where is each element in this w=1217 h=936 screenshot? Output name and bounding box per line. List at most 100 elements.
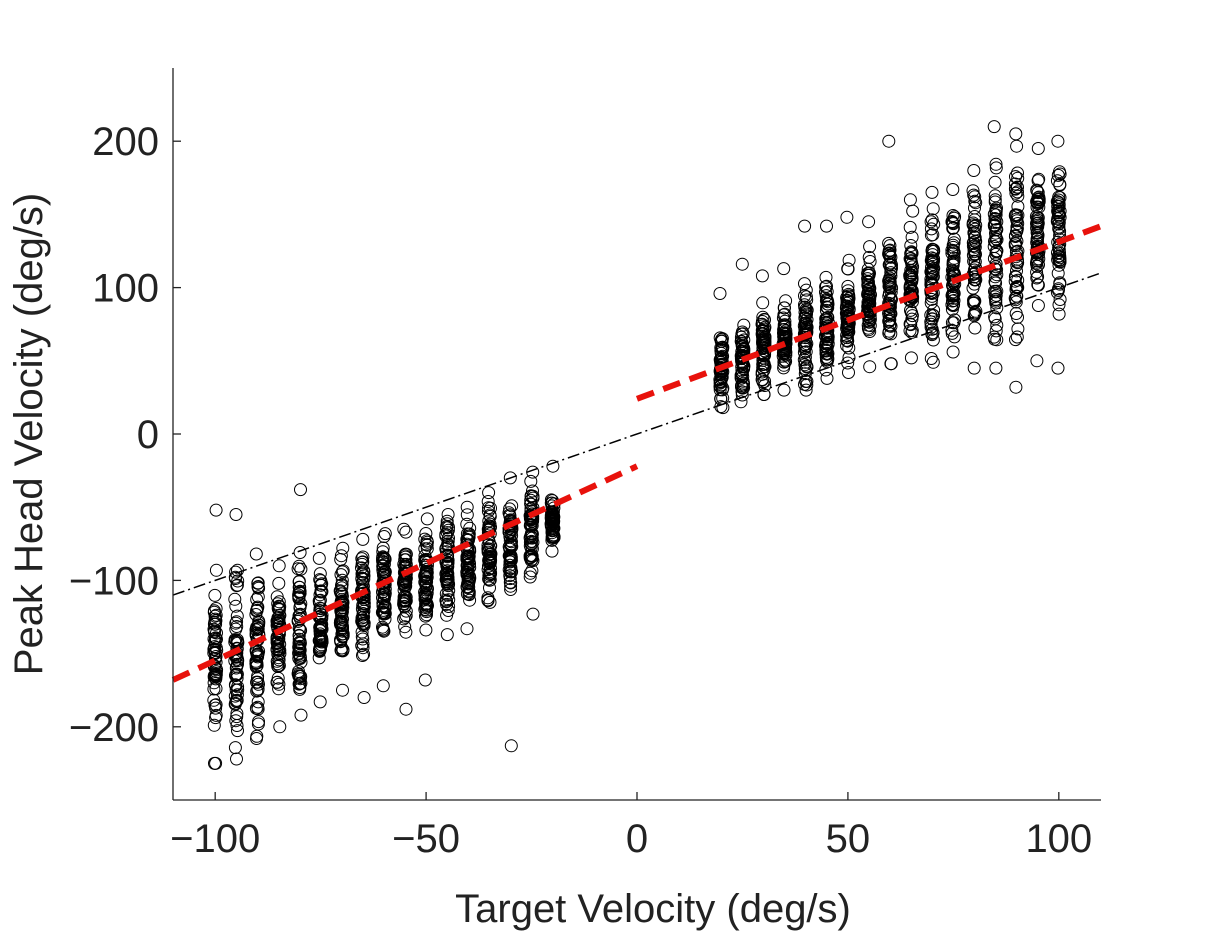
scatter-point: [228, 570, 242, 584]
scatter-point: [968, 240, 982, 254]
scatter-point: [272, 677, 286, 691]
scatter-point: [292, 668, 306, 682]
scatter-point: [418, 570, 432, 584]
scatter-point: [840, 299, 854, 313]
scatter-point: [463, 593, 477, 607]
scatter-point: [271, 636, 285, 650]
scatter-point: [882, 286, 896, 300]
scatter-point: [862, 268, 876, 282]
scatter-point: [336, 564, 350, 578]
scatter-point: [420, 572, 434, 586]
scatter-point: [1010, 220, 1024, 234]
scatter-point: [523, 570, 537, 584]
scatter-point: [967, 164, 981, 177]
scatter-point: [442, 531, 455, 545]
scatter-point: [842, 341, 856, 355]
scatter-point: [357, 597, 371, 611]
scatter-point: [1053, 165, 1066, 179]
scatter-point: [294, 676, 308, 690]
scatter-point: [926, 333, 940, 347]
scatter-point: [377, 557, 391, 571]
scatter-point: [526, 491, 540, 505]
scatter-point: [503, 471, 517, 485]
scatter-point: [990, 268, 1004, 282]
scatter-point: [481, 563, 495, 577]
scatter-point: [800, 378, 814, 392]
scatter-point: [313, 593, 327, 607]
scatter-point: [988, 310, 1002, 324]
scatter-point: [966, 184, 980, 198]
scatter-point: [903, 220, 917, 234]
scatter-point: [376, 563, 390, 577]
scatter-point: [397, 583, 411, 597]
scatter-point: [716, 401, 730, 415]
scatter-point: [800, 360, 814, 374]
scatter-point: [988, 216, 1002, 230]
scatter-point: [418, 549, 432, 563]
scatter-point: [526, 484, 539, 498]
scatter-point: [523, 551, 537, 565]
scatter-point: [755, 373, 769, 386]
scatter-point: [484, 561, 497, 575]
scatter-point: [926, 202, 940, 216]
scatter-point: [357, 691, 371, 704]
scatter-point: [841, 262, 855, 276]
scatter-point: [441, 556, 455, 570]
scatter-point: [230, 579, 244, 593]
scatter-point: [736, 374, 750, 388]
scatter-point: [482, 501, 495, 515]
scatter-point: [378, 612, 392, 626]
scatter-point: [904, 239, 918, 252]
scatter-point: [251, 695, 265, 709]
scatter-point: [946, 217, 960, 231]
scatter-point: [252, 644, 266, 658]
scatter-point: [313, 623, 327, 637]
scatter-point: [989, 276, 1003, 290]
scatter-point: [399, 525, 413, 539]
scatter-point: [208, 756, 221, 770]
scatter-point: [756, 357, 770, 371]
scatter-point: [1009, 237, 1023, 251]
scatter-point: [799, 283, 813, 297]
scatter-point: [526, 607, 540, 621]
scatter-point: [481, 538, 495, 552]
scatter-point: [356, 649, 369, 662]
scatter-point: [967, 219, 981, 233]
scatter-point: [314, 639, 327, 653]
scatter-point: [927, 261, 941, 275]
scatter-point: [208, 609, 222, 623]
scatter-point: [968, 306, 982, 320]
scatter-point: [420, 575, 434, 589]
scatter-point: [948, 313, 962, 327]
scatter-point: [821, 337, 835, 351]
scatter-point: [946, 345, 960, 359]
scatter-point: [945, 215, 959, 228]
scatter-point: [355, 557, 369, 571]
scatter-point: [292, 559, 306, 573]
scatter-point: [460, 517, 474, 531]
scatter-point: [208, 588, 222, 602]
scatter-point: [335, 623, 349, 636]
scatter-point: [946, 209, 960, 222]
scatter-point: [229, 616, 243, 630]
scatter-point: [968, 231, 982, 245]
scatter-point: [1009, 283, 1023, 296]
scatter-point: [1031, 228, 1045, 242]
scatter-point: [419, 568, 433, 582]
scatter-point: [990, 333, 1004, 347]
scatter-point: [1009, 127, 1023, 141]
scatter-point: [840, 210, 854, 224]
scatter-point: [230, 615, 244, 629]
scatter-point: [967, 361, 981, 375]
scatter-point: [1050, 214, 1064, 228]
scatter-point: [819, 285, 832, 299]
scatter-point: [798, 350, 812, 364]
scatter-point: [905, 230, 919, 244]
scatter-point: [230, 609, 244, 623]
scatter-point: [1010, 214, 1024, 228]
scatter-point: [989, 157, 1003, 171]
scatter-point: [376, 552, 389, 566]
scatter-point: [925, 271, 939, 285]
scatter-point: [230, 688, 244, 702]
scatter-point: [231, 574, 245, 588]
